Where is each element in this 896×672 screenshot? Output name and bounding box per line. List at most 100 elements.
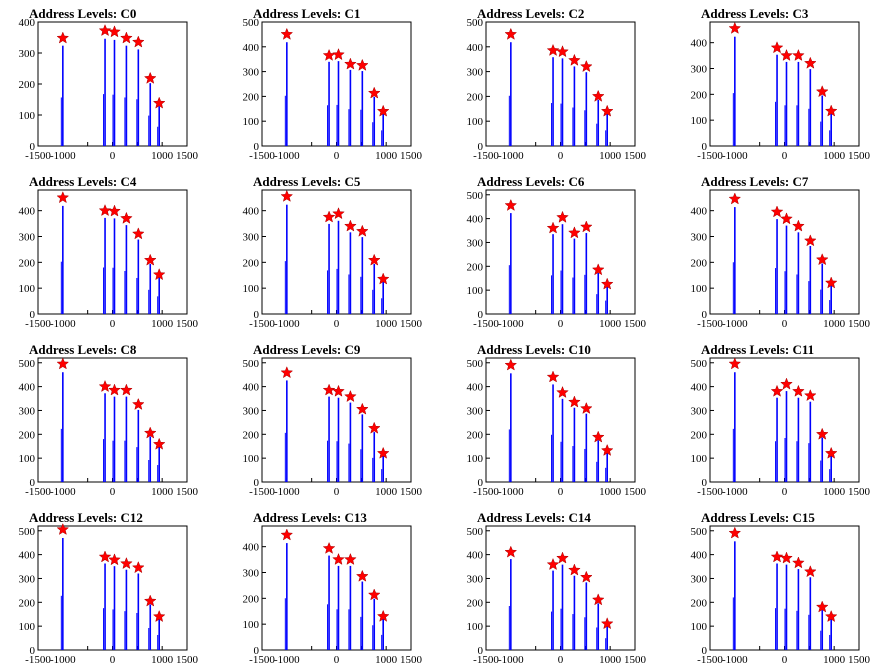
- peak-marker: [355, 224, 369, 237]
- x-tick-label: 1000: [823, 654, 846, 666]
- panel-c12: Address Levels: C12 0 100 200 300 400 500 -1500…: [19, 510, 199, 666]
- y-tick-label: 100: [19, 453, 36, 465]
- y-tick-label: 400: [19, 382, 36, 394]
- x-tick-label: -1000: [722, 318, 748, 330]
- peak-marker: [280, 528, 294, 541]
- panel-c1: Address Levels: C1 0 100 200 300 400 500 -1500-…: [243, 6, 423, 162]
- peak-marker: [780, 551, 793, 564]
- y-tick-label: 400: [467, 214, 484, 226]
- x-tick-label: 1000: [151, 654, 174, 666]
- peak-marker: [355, 58, 369, 71]
- chart-title: Address Levels: C2: [477, 6, 584, 21]
- y-tick-label: 300: [467, 573, 484, 585]
- x-tick-label: 0: [782, 318, 788, 330]
- y-tick-label: 300: [19, 573, 36, 585]
- x-tick-label: 1500: [848, 654, 871, 666]
- x-tick-label: -1500: [697, 654, 723, 666]
- y-tick-label: 400: [691, 382, 708, 394]
- y-tick-label: 0: [254, 645, 260, 657]
- x-tick-label: -1500: [25, 654, 51, 666]
- x-tick-label: 1500: [400, 486, 423, 498]
- peak-marker: [322, 383, 336, 396]
- y-tick-label: 0: [30, 141, 36, 153]
- chart-title: Address Levels: C12: [29, 510, 143, 525]
- panel-c6: Address Levels: C6 0 100 200 300 400 500 -1500-…: [467, 174, 647, 330]
- y-tick-label: 400: [243, 542, 260, 554]
- peak-marker: [108, 204, 121, 217]
- peak-marker: [376, 272, 390, 285]
- peak-marker: [792, 219, 805, 232]
- peak-marker: [367, 86, 381, 99]
- x-tick-label: 1500: [848, 486, 871, 498]
- x-tick-label: 0: [558, 150, 564, 162]
- x-tick-label: 0: [558, 486, 564, 498]
- peak-marker: [332, 552, 345, 565]
- y-tick-label: 300: [467, 405, 484, 417]
- peak-marker: [322, 210, 336, 223]
- x-tick-label: -1500: [473, 318, 499, 330]
- peak-marker: [579, 401, 593, 414]
- peak-marker: [108, 383, 121, 396]
- x-tick-label: 0: [334, 486, 340, 498]
- peak-marker: [728, 192, 742, 205]
- x-tick-label: -1000: [50, 318, 76, 330]
- x-tick-label: 0: [782, 150, 788, 162]
- y-tick-label: 400: [19, 206, 36, 218]
- y-tick-label: 200: [19, 257, 36, 269]
- x-tick-label: 1500: [848, 318, 871, 330]
- y-tick-label: 100: [467, 116, 484, 128]
- peak-marker: [152, 437, 166, 450]
- peak-marker: [770, 41, 784, 54]
- x-tick-label: -1000: [50, 486, 76, 498]
- chart-title: Address Levels: C5: [253, 174, 361, 189]
- x-tick-label: 1500: [400, 654, 423, 666]
- x-tick-label: 1500: [176, 318, 199, 330]
- y-tick-label: 300: [243, 405, 260, 417]
- y-tick-label: 0: [478, 309, 484, 321]
- x-tick-label: 0: [110, 486, 116, 498]
- chart-title: Address Levels: C4: [29, 174, 137, 189]
- y-tick-label: 0: [702, 645, 708, 657]
- peak-marker: [568, 395, 581, 408]
- y-tick-label: 300: [19, 48, 36, 60]
- y-tick-label: 400: [243, 42, 260, 54]
- peak-marker: [600, 443, 614, 456]
- x-tick-label: 0: [334, 654, 340, 666]
- peak-marker: [143, 253, 157, 266]
- y-tick-label: 400: [19, 550, 36, 562]
- y-tick-label: 500: [243, 17, 260, 29]
- y-tick-label: 200: [691, 89, 708, 101]
- panel-c13: Address Levels: C13 0 100 200 300 400 -1500 -10…: [243, 510, 423, 666]
- x-tick-label: 1500: [176, 486, 199, 498]
- x-tick-label: 0: [558, 654, 564, 666]
- peak-marker: [56, 522, 70, 535]
- y-tick-label: 300: [691, 232, 708, 244]
- x-tick-label: -1500: [249, 318, 275, 330]
- peak-marker: [728, 526, 742, 539]
- peak-marker: [131, 227, 145, 240]
- x-tick-label: -1500: [697, 150, 723, 162]
- y-tick-label: 400: [467, 42, 484, 54]
- peak-marker: [280, 366, 294, 379]
- y-tick-label: 200: [243, 91, 260, 103]
- peak-marker: [120, 31, 133, 44]
- x-tick-label: 0: [782, 654, 788, 666]
- y-tick-label: 100: [243, 619, 260, 631]
- y-tick-label: 0: [254, 477, 260, 489]
- x-tick-label: -1500: [25, 318, 51, 330]
- x-tick-label: 0: [334, 150, 340, 162]
- peak-marker: [98, 24, 112, 37]
- panel-c7: Address Levels: C7 0 100 200 300 400 -1500 -100…: [691, 174, 871, 330]
- peak-marker: [108, 553, 121, 566]
- peak-marker: [143, 594, 157, 607]
- chart-title: Address Levels: C6: [477, 174, 585, 189]
- x-tick-label: -1500: [473, 486, 499, 498]
- y-tick-label: 200: [467, 91, 484, 103]
- peak-marker: [120, 211, 133, 224]
- peak-marker: [355, 569, 369, 582]
- y-tick-label: 100: [691, 453, 708, 465]
- x-tick-label: 0: [110, 654, 116, 666]
- y-tick-label: 100: [691, 621, 708, 633]
- chart-title: Address Levels: C9: [253, 342, 361, 357]
